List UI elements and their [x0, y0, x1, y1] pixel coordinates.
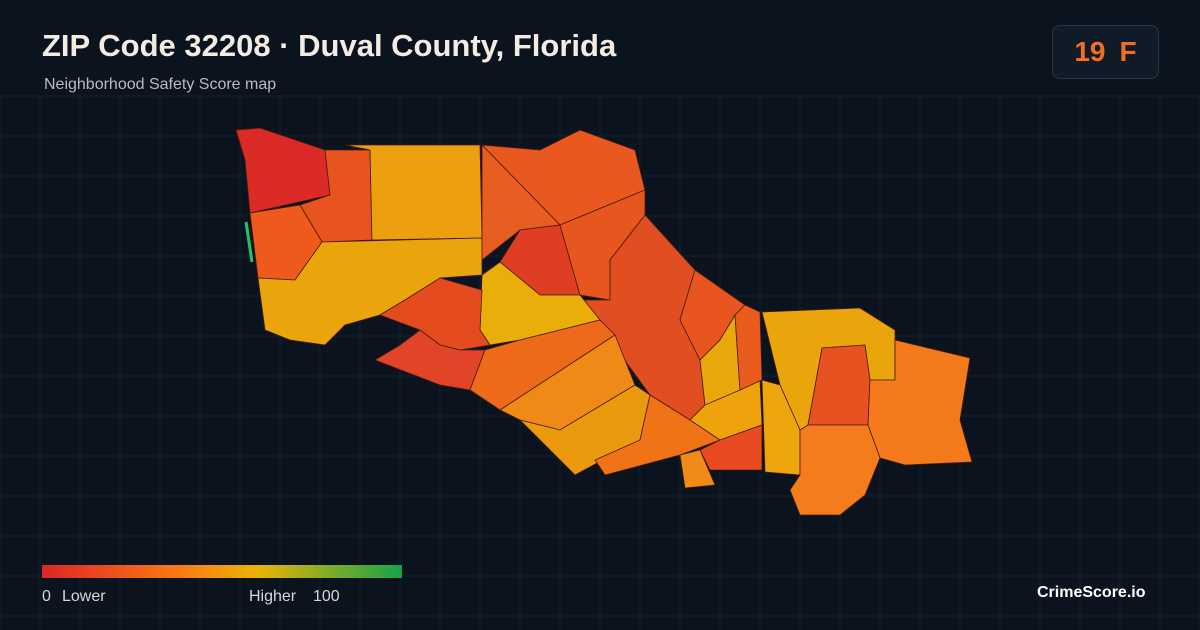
- region: [374, 329, 486, 391]
- region: [734, 304, 763, 391]
- region: [699, 424, 763, 471]
- region-sliver: [244, 221, 254, 263]
- score-grade: F: [1119, 36, 1137, 67]
- region: [867, 339, 973, 466]
- region: [789, 424, 881, 516]
- subtitle: Neighborhood Safety Score map: [44, 76, 277, 93]
- neighborhoods: [235, 127, 973, 516]
- score-value: 19: [1074, 36, 1106, 67]
- title: ZIP Code 32208 · Duval County, Florida: [42, 28, 617, 63]
- region: [679, 449, 716, 489]
- score-badge: 19 F: [1052, 25, 1159, 79]
- legend-min: 0: [42, 588, 51, 605]
- brand: CrimeScore.io: [1037, 584, 1146, 601]
- legend-min-label: Lower: [62, 588, 106, 605]
- legend-max: 100: [313, 588, 340, 605]
- legend-gradient: [42, 565, 402, 578]
- legend-max-label: Higher: [249, 588, 297, 605]
